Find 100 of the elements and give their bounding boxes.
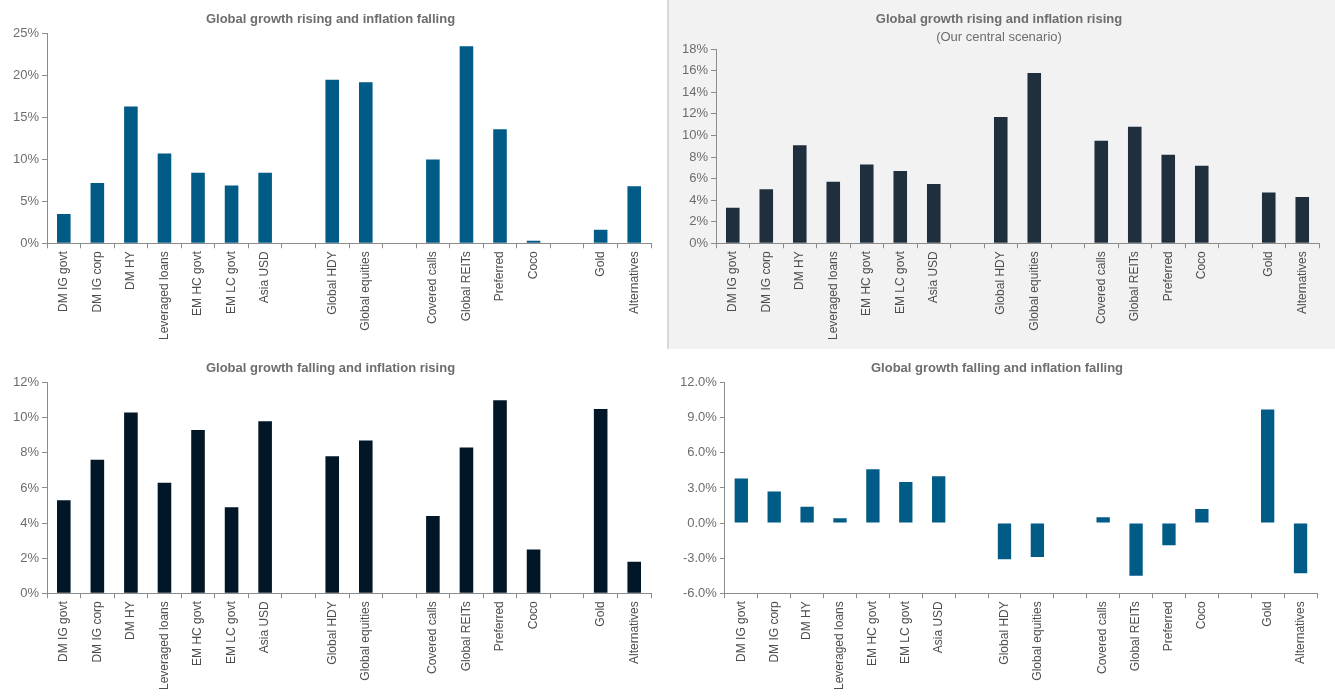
bar — [767, 491, 781, 523]
x-tick-label: DM IG govt — [56, 250, 71, 312]
y-tick-label: 6.0% — [687, 444, 718, 460]
x-tick-label: EM LC govt — [892, 250, 907, 314]
bar — [859, 164, 874, 243]
x-tick-label: EM HC govt — [190, 250, 205, 316]
y-tick-label: 0% — [689, 234, 709, 250]
y-tick-label: 15% — [12, 109, 40, 125]
x-tick-label: Coco — [525, 250, 540, 280]
bar — [224, 507, 239, 593]
y-tick-label: 8% — [689, 148, 709, 164]
x-tick-label: EM HC govt — [865, 600, 880, 666]
x-tick-label: DM HY — [792, 251, 807, 290]
y-tick-label: -3.0% — [682, 549, 718, 565]
bar — [191, 430, 205, 593]
x-tick-label: Alternatives — [1294, 251, 1309, 314]
bar — [1260, 409, 1275, 523]
bar — [926, 183, 941, 243]
bar — [157, 153, 172, 243]
x-tick-label: Alternatives — [626, 251, 641, 314]
x-tick-label: Global HDY — [324, 251, 339, 315]
bar — [932, 476, 946, 523]
bar — [1295, 196, 1310, 243]
y-tick-label: -6.0% — [682, 584, 718, 600]
bar — [1129, 523, 1143, 576]
bar — [734, 478, 748, 523]
bar — [426, 516, 440, 593]
bar — [1030, 523, 1045, 557]
bar — [1094, 140, 1109, 243]
x-tick-label: DM IG govt — [56, 600, 71, 662]
y-tick-label: 12.0% — [679, 374, 718, 390]
x-tick-label: EM HC govt — [190, 600, 205, 666]
x-tick-label: Preferred — [492, 251, 507, 302]
bar — [725, 207, 740, 243]
bar — [493, 129, 507, 243]
bar — [526, 240, 541, 243]
x-tick-label: Global equities — [358, 601, 373, 681]
bar — [800, 506, 814, 523]
x-tick-label: DM IG corp — [766, 600, 781, 663]
x-tick-label: DM HY — [799, 601, 814, 640]
bar — [526, 549, 541, 593]
x-tick-label: Asia USD — [257, 600, 272, 654]
bar — [833, 518, 847, 523]
x-tick-label: Gold — [592, 251, 607, 277]
bar — [1293, 523, 1308, 574]
bar — [426, 159, 440, 243]
y-tick-label: 10% — [681, 127, 709, 143]
bar — [627, 186, 642, 243]
x-tick-label: Preferred — [1161, 601, 1176, 652]
x-tick-label: Alternatives — [1292, 601, 1307, 664]
bar — [1127, 126, 1142, 243]
bar — [997, 523, 1012, 560]
x-tick-label: Global REITs — [458, 601, 473, 672]
x-tick-label: Global HDY — [993, 251, 1008, 315]
x-tick-label: Alternatives — [626, 601, 641, 664]
bar — [1194, 165, 1209, 243]
bar — [826, 181, 841, 243]
y-tick-label: 2% — [20, 549, 40, 565]
bar — [224, 185, 239, 243]
bar — [258, 421, 272, 593]
chart-subtitle: (Our central scenario) — [936, 28, 1062, 44]
bar — [1261, 192, 1276, 243]
bar — [1195, 509, 1209, 523]
bar — [993, 117, 1008, 243]
bar — [792, 145, 807, 243]
x-tick-label: Covered calls — [1095, 601, 1110, 674]
x-tick-label: Global equities — [1029, 601, 1044, 681]
x-tick-label: DM IG corp — [758, 250, 773, 313]
bar — [358, 440, 373, 593]
bar — [325, 456, 340, 593]
x-tick-label: DM IG corp — [89, 600, 104, 663]
chart-title: Global growth rising and inflation falling — [205, 11, 456, 27]
y-tick-label: 12% — [681, 105, 709, 121]
x-tick-label: Preferred — [492, 601, 507, 652]
y-tick-label: 2% — [689, 213, 709, 229]
x-tick-label: DM HY — [123, 601, 138, 640]
bar — [325, 79, 340, 243]
bar — [899, 482, 913, 523]
chart-title: Global growth rising and inflation rising — [875, 11, 1123, 27]
bar — [124, 106, 138, 243]
bar — [627, 561, 642, 593]
y-tick-label: 4% — [20, 514, 40, 530]
bar — [866, 469, 880, 523]
y-tick-label: 9.0% — [687, 409, 718, 425]
x-tick-label: Global REITs — [1127, 251, 1142, 322]
x-tick-label: Gold — [1259, 601, 1274, 627]
y-tick-label: 0% — [20, 234, 40, 250]
x-tick-label: Leveraged loans — [156, 251, 171, 340]
bar — [1162, 523, 1176, 546]
x-tick-label: Global HDY — [324, 601, 339, 665]
x-tick-label: Covered calls — [425, 251, 440, 324]
x-tick-label: Gold — [1261, 251, 1276, 277]
x-tick-label: Covered calls — [425, 601, 440, 674]
x-tick-label: Global equities — [1026, 251, 1041, 331]
x-tick-label: DM IG govt — [725, 250, 740, 312]
y-tick-label: 16% — [681, 62, 709, 78]
x-tick-label: DM HY — [123, 251, 138, 290]
x-tick-label: Leveraged loans — [825, 251, 840, 340]
y-tick-label: 14% — [681, 83, 709, 99]
chart-title: Global growth falling and inflation rising — [205, 360, 456, 376]
